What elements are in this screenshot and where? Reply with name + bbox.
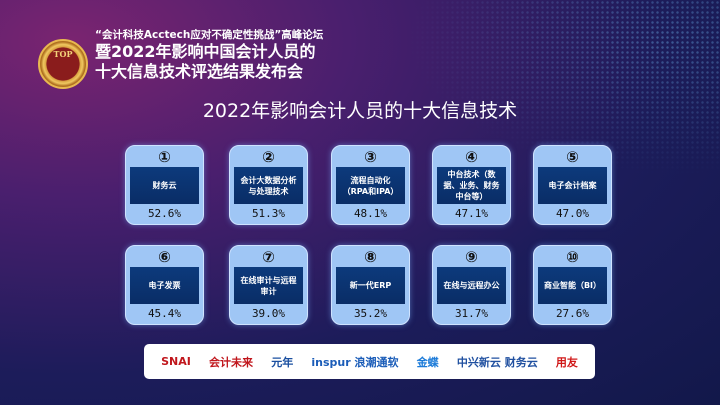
tech-card: ② 会计大数据分析与处理技术 51.3% — [229, 145, 308, 225]
tech-name: 财务云 — [130, 167, 199, 204]
event-title-line2: 十大信息技术评选结果发布会 — [95, 62, 304, 81]
percentage: 35.2% — [353, 307, 388, 320]
sponsor-logo: 中兴新云 财务云 — [456, 355, 538, 369]
percentage: 45.4% — [147, 307, 182, 320]
tech-card: ⑩ 商业智能（BI） 27.6% — [533, 245, 612, 325]
tech-name: 新一代ERP — [336, 267, 405, 304]
rank-number: ⑥ — [158, 248, 171, 266]
percentage: 52.6% — [147, 207, 182, 220]
rank-number: ⑤ — [566, 148, 579, 166]
tech-name: 电子会计档案 — [538, 167, 607, 204]
rank-number: ⑩ — [566, 248, 579, 266]
tech-name: 商业智能（BI） — [538, 267, 607, 304]
tech-card: ③ 流程自动化（RPA和IPA） 48.1% — [331, 145, 410, 225]
tech-name: 中台技术（数据、业务、财务中台等） — [437, 167, 506, 204]
tech-card: ⑤ 电子会计档案 47.0% — [533, 145, 612, 225]
top-badge-logo: TOP — [38, 39, 88, 89]
rank-number: ④ — [465, 148, 478, 166]
tech-name: 流程自动化（RPA和IPA） — [336, 167, 405, 204]
event-header: “会计科技Acctech应对不确定性挑战”高峰论坛 暨2022年影响中国会计人员… — [95, 27, 323, 82]
tech-name: 在线审计与远程审计 — [234, 267, 303, 304]
sponsor-logo: SNAI — [161, 355, 191, 368]
tech-card: ⑦ 在线审计与远程审计 39.0% — [229, 245, 308, 325]
tech-card: ⑧ 新一代ERP 35.2% — [331, 245, 410, 325]
rank-number: ① — [158, 148, 171, 166]
tech-card: ⑥ 电子发票 45.4% — [125, 245, 204, 325]
percentage: 51.3% — [251, 207, 286, 220]
sponsor-logo: inspur 浪潮通软 — [311, 355, 399, 369]
sponsor-logo: 元年 — [271, 355, 294, 369]
percentage: 39.0% — [251, 307, 286, 320]
sponsor-logo: 会计未来 — [209, 355, 254, 369]
tech-card: ⑨ 在线与远程办公 31.7% — [432, 245, 511, 325]
event-title-line1: 暨2022年影响中国会计人员的 — [95, 42, 316, 61]
sponsor-logo: 用友 — [555, 355, 578, 369]
rank-number: ③ — [364, 148, 377, 166]
forum-title: “会计科技Acctech应对不确定性挑战”高峰论坛 — [95, 29, 324, 41]
percentage: 47.0% — [555, 207, 590, 220]
percentage: 48.1% — [353, 207, 388, 220]
rank-number: ⑦ — [262, 248, 275, 266]
sponsor-logo: 金蝶 — [416, 355, 439, 369]
tech-card: ① 财务云 52.6% — [125, 145, 204, 225]
tech-name: 在线与远程办公 — [437, 267, 506, 304]
page-title: 2022年影响会计人员的十大信息技术 — [202, 100, 518, 122]
tech-card: ④ 中台技术（数据、业务、财务中台等） 47.1% — [432, 145, 511, 225]
tech-name: 电子发票 — [130, 267, 199, 304]
tech-name: 会计大数据分析与处理技术 — [234, 167, 303, 204]
sponsor-logos-bar: SNAI 会计未来 元年 inspur 浪潮通软 金蝶 中兴新云 财务云 用友 — [144, 344, 595, 379]
percentage: 31.7% — [454, 307, 489, 320]
rank-number: ⑨ — [465, 248, 478, 266]
percentage: 27.6% — [555, 307, 590, 320]
rank-number: ⑧ — [364, 248, 377, 266]
percentage: 47.1% — [454, 207, 489, 220]
rank-number: ② — [262, 148, 275, 166]
